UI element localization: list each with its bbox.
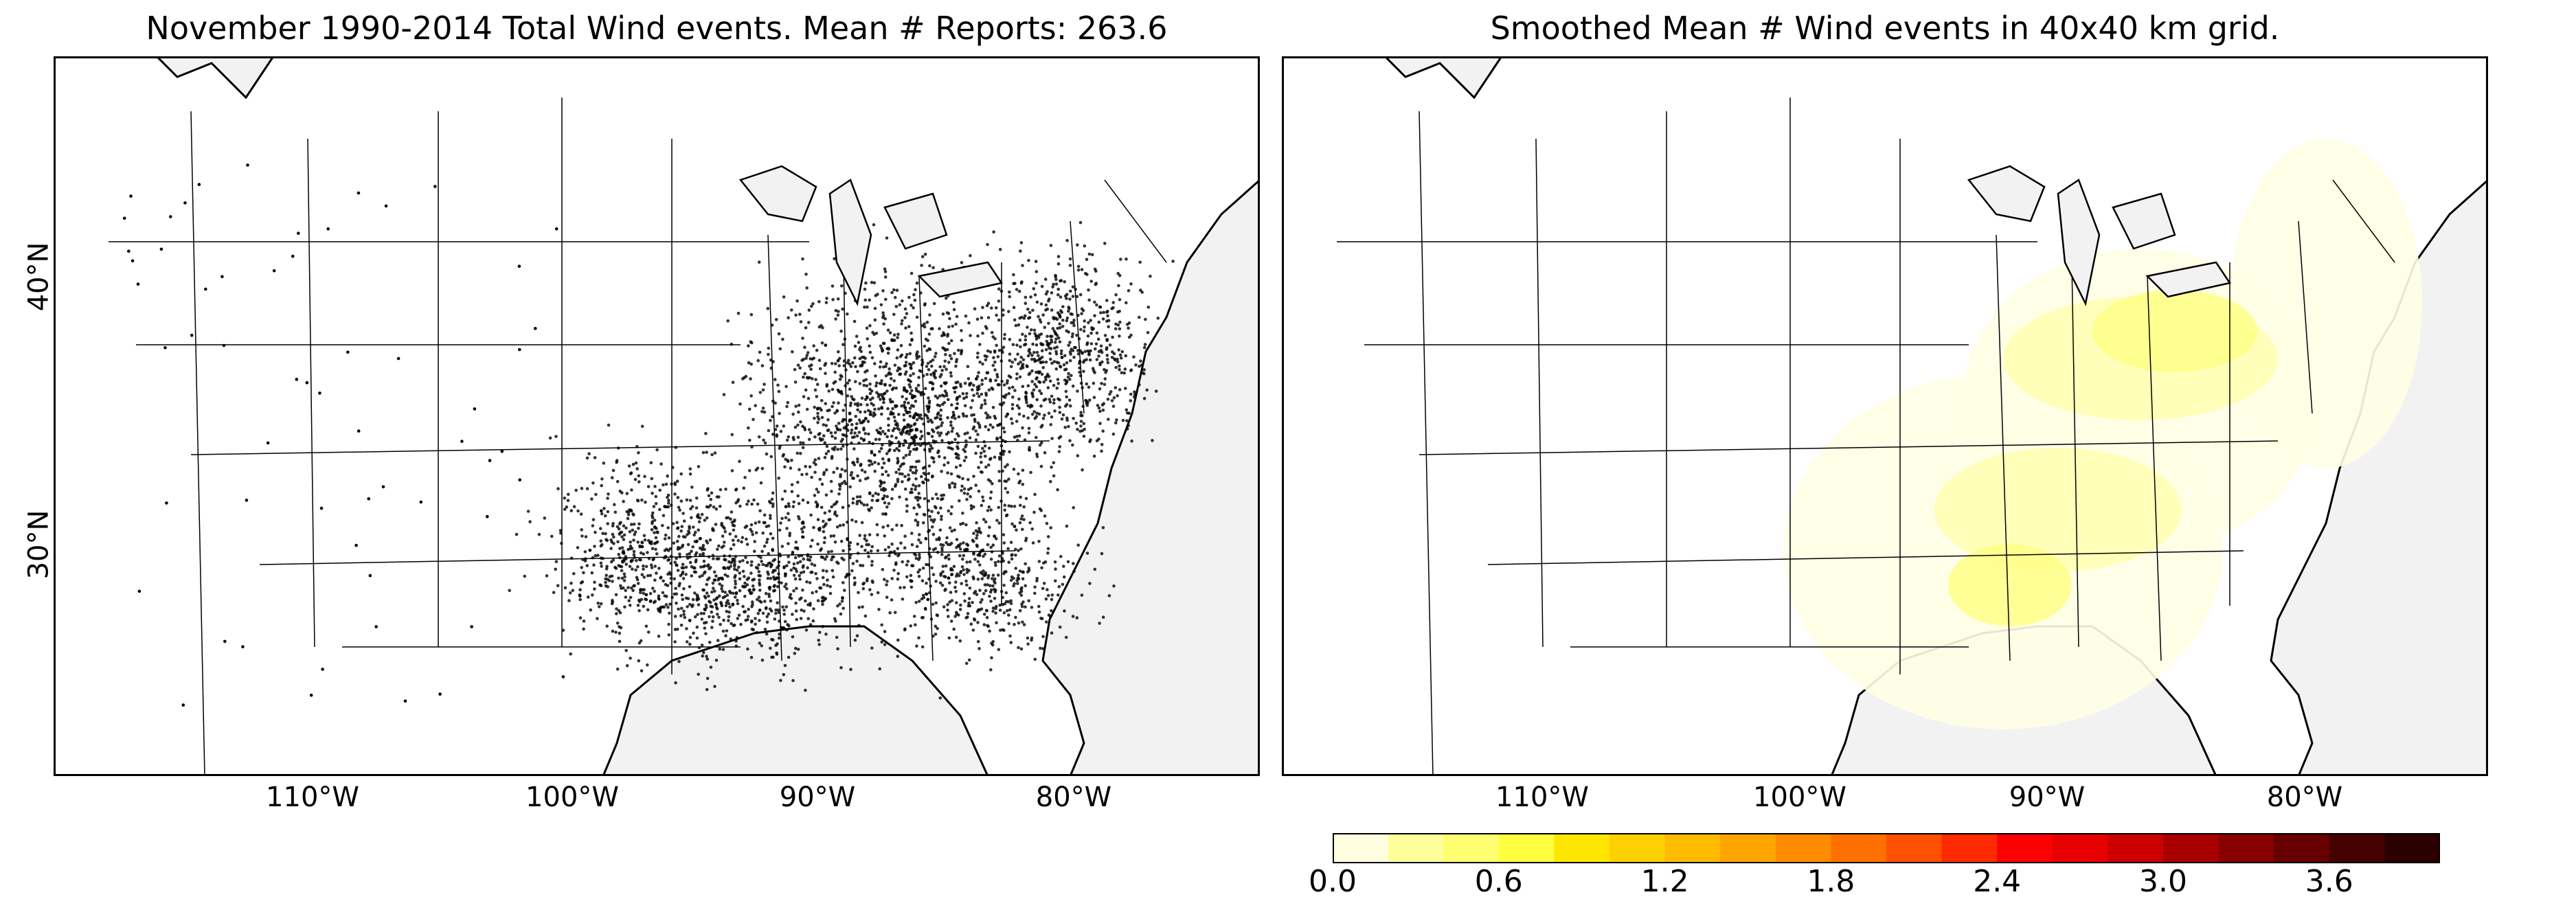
lat-label-40n: 40°N xyxy=(23,242,55,312)
colorbar-segment xyxy=(1443,833,1500,863)
colorbar-segment xyxy=(1333,833,1389,863)
state-border xyxy=(767,234,782,661)
left-lon-label-80w: 80°W xyxy=(1035,782,1112,813)
colorbar-segment xyxy=(2163,833,2219,863)
colorbar-segment xyxy=(1941,833,1998,863)
great-lake xyxy=(2057,179,2101,306)
state-border xyxy=(2298,220,2313,414)
left-lon-label-110w: 110°W xyxy=(266,782,359,813)
state-border xyxy=(2332,179,2395,263)
colorbar-segment xyxy=(1775,833,1831,863)
right-map-svg xyxy=(1282,56,2488,776)
state-border xyxy=(2071,262,2079,648)
state-border xyxy=(918,275,934,661)
colorbar-tick-label: 1.8 xyxy=(1807,864,1855,899)
colorbar-segment xyxy=(2108,833,2164,863)
state-border xyxy=(1487,550,2244,565)
map-frame xyxy=(54,56,1260,776)
colorbar-segment xyxy=(2384,833,2440,863)
state-border xyxy=(1996,234,2011,661)
colorbar-tick-label: 0.6 xyxy=(1474,864,1523,899)
state-border xyxy=(1535,138,1544,648)
state-border xyxy=(2147,275,2162,661)
left-map-panel xyxy=(54,56,1260,776)
state-border xyxy=(190,111,205,776)
great-lake xyxy=(828,179,872,306)
great-lake xyxy=(2112,192,2176,250)
colorbar-tick-label: 0.0 xyxy=(1309,864,1357,899)
colorbar-segment xyxy=(1498,833,1555,863)
colorbar-tick-label: 3.6 xyxy=(2305,864,2353,899)
right-lon-label-90w: 90°W xyxy=(2009,782,2086,813)
lat-label-30n: 30°N xyxy=(23,510,55,580)
colorbar-segment xyxy=(1720,833,1776,863)
colorbar-segment xyxy=(2218,833,2274,863)
colorbar-segment xyxy=(1609,833,1666,863)
left-lon-label-90w: 90°W xyxy=(779,782,856,813)
right-map-title: Smoothed Mean # Wind events in 40x40 km … xyxy=(1490,10,2280,47)
great-lake xyxy=(2145,261,2232,298)
colorbar-segment xyxy=(1554,833,1610,863)
colorbar-segment xyxy=(1388,833,1444,863)
right-lon-label-80w: 80°W xyxy=(2266,782,2343,813)
colorbar-segment xyxy=(2274,833,2330,863)
state-border xyxy=(307,138,315,648)
state-border xyxy=(1104,179,1167,263)
left-lon-label-100w: 100°W xyxy=(526,782,619,813)
state-border xyxy=(259,550,1016,565)
map-frame xyxy=(1282,56,2488,776)
left-map-title: November 1990-2014 Total Wind events. Me… xyxy=(146,10,1168,47)
colorbar-segment xyxy=(1664,833,1721,863)
right-lon-label-100w: 100°W xyxy=(1753,782,1846,813)
colorbar xyxy=(1333,833,2440,863)
land-area xyxy=(54,56,1260,776)
state-border xyxy=(1419,440,2279,455)
state-border xyxy=(843,262,851,648)
colorbar-segment xyxy=(1886,833,1943,863)
state-border xyxy=(1419,111,1434,776)
great-lake xyxy=(883,192,948,250)
wind-event-dots xyxy=(122,163,1175,707)
great-lake xyxy=(917,261,1004,298)
colorbar-segment xyxy=(1997,833,2053,863)
state-border xyxy=(1070,220,1085,414)
right-map-panel xyxy=(1282,56,2488,776)
right-lon-label-110w: 110°W xyxy=(1495,782,1589,813)
colorbar-segment xyxy=(2052,833,2108,863)
colorbar-tick-label: 1.2 xyxy=(1640,864,1689,899)
colorbar-tick-label: 2.4 xyxy=(1973,864,2022,899)
colorbar-frame xyxy=(1333,833,2440,863)
great-lake xyxy=(738,165,817,223)
left-map-svg xyxy=(54,56,1260,776)
colorbar-segment xyxy=(2329,833,2385,863)
great-lake xyxy=(1967,165,2046,223)
colorbar-tick-label: 3.0 xyxy=(2139,864,2187,899)
colorbar-segment xyxy=(1831,833,1887,863)
state-border xyxy=(190,440,1050,455)
